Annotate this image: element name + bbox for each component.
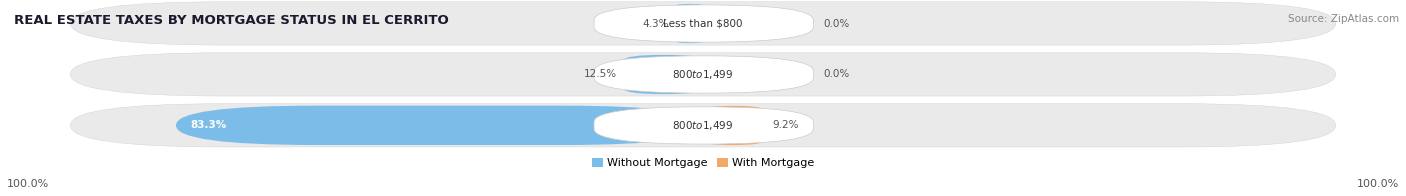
FancyBboxPatch shape [70,104,1336,147]
Text: $800 to $1,499: $800 to $1,499 [672,68,734,81]
Text: 12.5%: 12.5% [583,69,617,80]
FancyBboxPatch shape [70,2,1336,45]
Text: 100.0%: 100.0% [7,179,49,189]
FancyBboxPatch shape [70,53,1336,96]
Text: REAL ESTATE TAXES BY MORTGAGE STATUS IN EL CERRITO: REAL ESTATE TAXES BY MORTGAGE STATUS IN … [14,14,449,27]
Text: 9.2%: 9.2% [772,120,799,131]
Text: 0.0%: 0.0% [824,18,849,29]
Text: 83.3%: 83.3% [190,120,226,131]
FancyBboxPatch shape [703,106,762,145]
FancyBboxPatch shape [593,107,813,144]
Text: Less than $800: Less than $800 [664,18,742,29]
Text: Source: ZipAtlas.com: Source: ZipAtlas.com [1288,14,1399,24]
FancyBboxPatch shape [593,56,813,93]
FancyBboxPatch shape [676,4,704,43]
FancyBboxPatch shape [593,5,813,42]
FancyBboxPatch shape [176,106,703,145]
Text: $800 to $1,499: $800 to $1,499 [672,119,734,132]
FancyBboxPatch shape [624,55,704,94]
Text: 0.0%: 0.0% [824,69,849,80]
Text: 100.0%: 100.0% [1357,179,1399,189]
Legend: Without Mortgage, With Mortgage: Without Mortgage, With Mortgage [588,154,818,173]
Text: 4.3%: 4.3% [643,18,669,29]
